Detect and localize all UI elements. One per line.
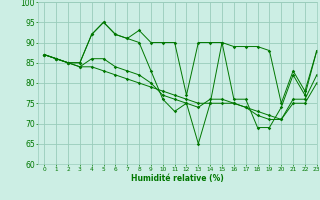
X-axis label: Humidité relative (%): Humidité relative (%): [131, 174, 224, 183]
